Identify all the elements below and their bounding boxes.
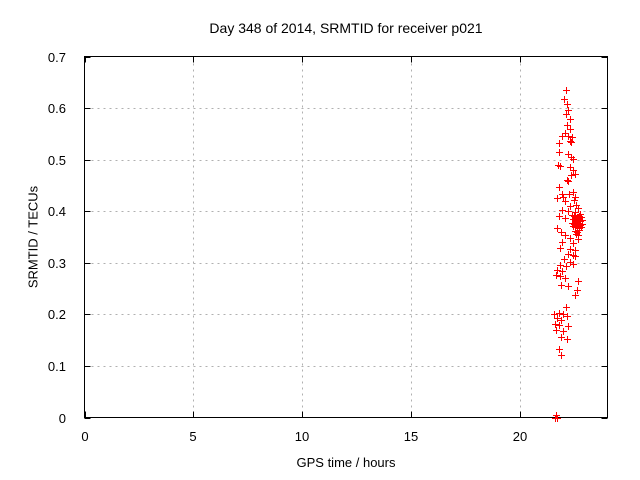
y-axis-label: SRMTID / TECUs: [25, 185, 41, 289]
y-tick-label: 0.5: [48, 153, 66, 168]
y-tick-label: 0.1: [48, 359, 66, 374]
tick-labels: 0 0.1 0.2 0.3 0.4 0.5 0.6 0.7 0 5 10 15 20: [48, 50, 527, 444]
y-tick-label: 0.6: [48, 101, 66, 116]
x-tick-label: 10: [295, 429, 309, 444]
y-tick-label: 0.3: [48, 256, 66, 271]
chart-title: Day 348 of 2014, SRMTID for receiver p02…: [209, 20, 483, 36]
y-tick-label: 0.4: [48, 204, 66, 219]
grid-lines: [91, 63, 601, 411]
tick-marks: [84, 56, 608, 419]
axis-box: [84, 56, 608, 418]
x-tick-label: 20: [513, 429, 527, 444]
x-axis-label: GPS time / hours: [296, 455, 396, 470]
data-points-SRMTID: [551, 87, 586, 422]
y-tick-label: 0.2: [48, 307, 66, 322]
x-tick-label: 5: [189, 429, 196, 444]
x-tick-label: 0: [81, 429, 88, 444]
x-tick-label: 15: [404, 429, 418, 444]
y-tick-label: 0.7: [48, 50, 66, 65]
y-tick-label: 0: [59, 411, 66, 426]
